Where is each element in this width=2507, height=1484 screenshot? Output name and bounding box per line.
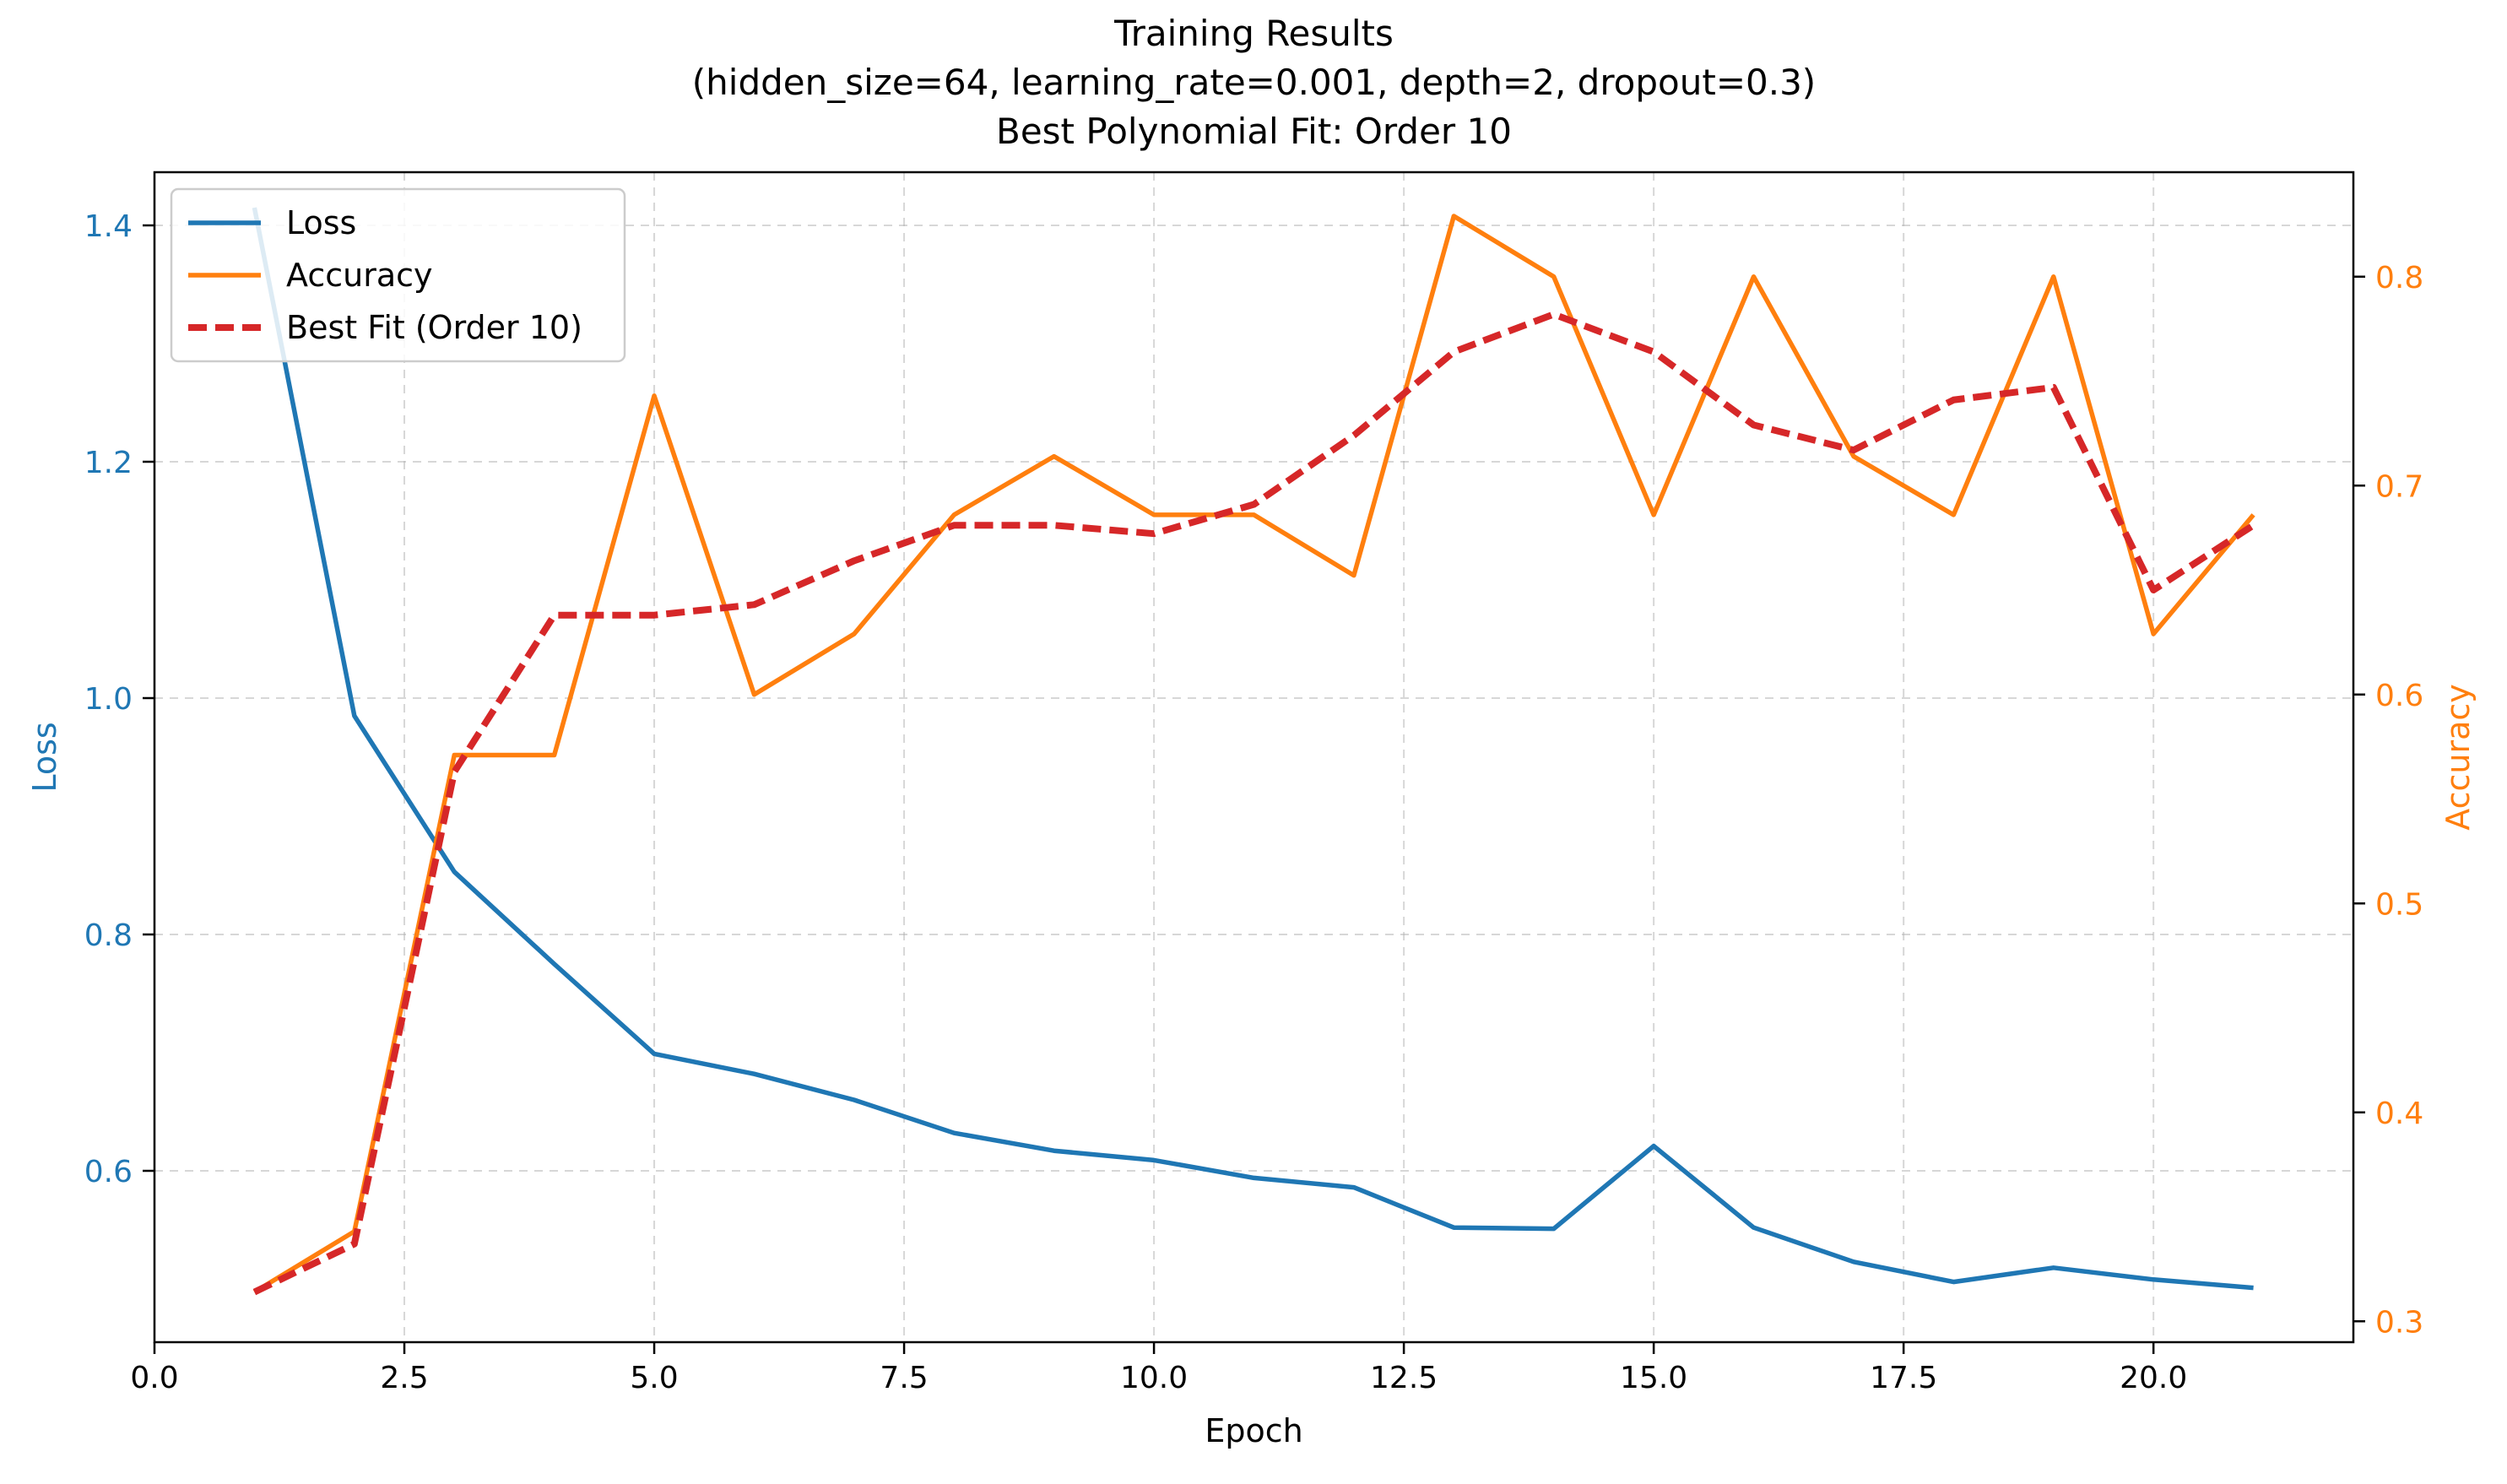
y-right-tick-label: 0.8 [2375,261,2423,295]
y-left-tick-label: 0.8 [84,918,133,953]
y-left-axis-label: Loss [26,722,63,792]
legend: Loss Accuracy Best Fit (Order 10) [170,187,626,363]
y-right-tick-label: 0.4 [2375,1097,2423,1131]
series-lines [252,207,2255,1296]
x-tick-label: 2.5 [380,1361,428,1395]
plot-frame-rect [153,171,2355,1344]
x-tick-label: 17.5 [1870,1361,1937,1395]
x-axis: 0.0 2.5 5.0 7.5 10.0 12.5 15.0 17.5 20.0 Epoch [130,1342,2187,1449]
y-axis-right: 0.3 0.4 0.5 0.6 0.7 0.8 Accuracy [2353,261,2477,1340]
legend-entry-label: Loss [286,204,356,241]
x-tick-label: 7.5 [880,1361,928,1395]
accuracy-line [252,214,2255,1294]
y-left-tick-label: 1.2 [84,446,133,480]
x-tick-label: 10.0 [1120,1361,1188,1395]
y-left-tick-label: 1.0 [84,682,133,717]
legend-entry-label: Best Fit (Order 10) [286,309,582,346]
y-right-tick-label: 0.5 [2375,887,2423,922]
y-right-tick-label: 0.7 [2375,469,2423,504]
legend-entry-label: Accuracy [286,257,433,294]
plot-frame [153,171,2355,1344]
chart-title-line: (hidden_size=64, learning_rate=0.001, de… [692,62,1816,103]
y-right-tick-label: 0.3 [2375,1305,2423,1340]
x-tick-label: 15.0 [1620,1361,1687,1395]
x-axis-label: Epoch [1205,1412,1302,1449]
y-left-tick-label: 1.4 [84,209,133,244]
x-tick-label: 20.0 [2120,1361,2187,1395]
chart-title-line: Training Results [1113,13,1394,54]
loss-line [252,207,2254,1291]
y-right-axis-label: Accuracy [2439,684,2477,831]
best-fit-order-10-line [252,311,2255,1296]
x-tick-label: 0.0 [130,1361,178,1395]
y-left-tick-label: 0.6 [84,1155,133,1189]
chart-title-line: Best Polynomial Fit: Order 10 [996,111,1512,152]
y-right-tick-label: 0.6 [2375,679,2423,713]
chart-title: Training Results (hidden_size=64, learnin… [692,13,1816,152]
y-axis-left: 0.6 0.8 1.0 1.2 1.4 Loss [26,209,154,1189]
legend-box [170,187,626,363]
x-tick-label: 12.5 [1370,1361,1438,1395]
x-tick-label: 5.0 [630,1361,678,1395]
